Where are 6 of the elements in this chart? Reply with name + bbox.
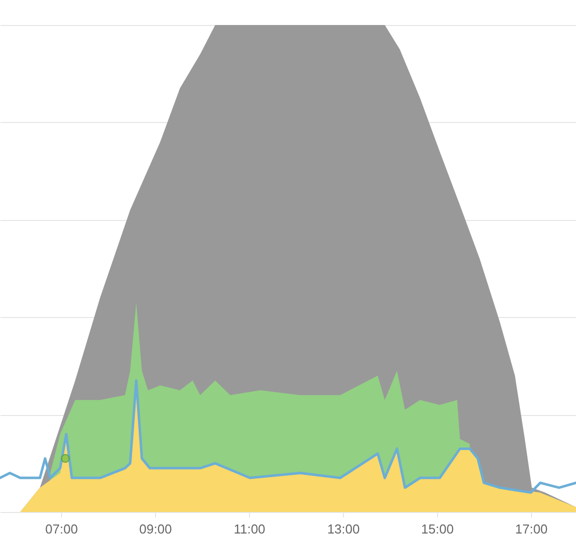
x-tick-label: 13:00 (327, 522, 360, 536)
x-tick-label: 11:00 (234, 522, 266, 536)
x-tick-label: 07:00 (45, 522, 78, 536)
x-tick-label: 17:00 (515, 522, 548, 536)
x-tick-label: 09:00 (139, 522, 172, 536)
x-tick-label: 15:00 (421, 522, 454, 536)
